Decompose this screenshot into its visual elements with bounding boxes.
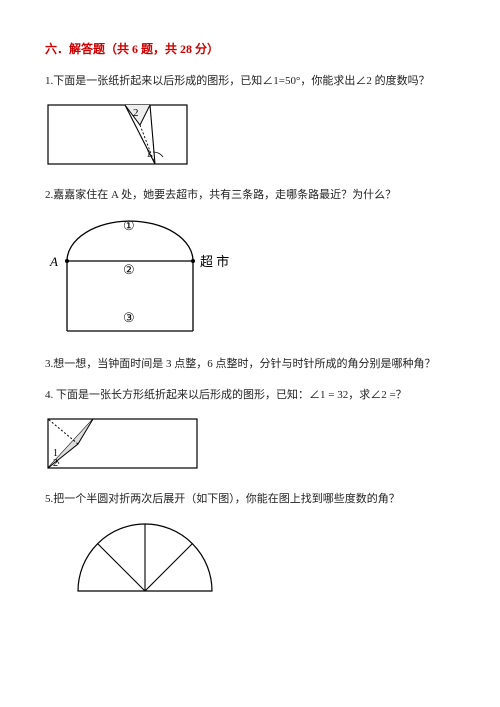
question-5: 5.把一个半圆对折两次后展开（如下图），你能在图上找到哪些度数的角？ <box>45 489 455 510</box>
section-title: 六．解答题（共 6 题，共 28 分） <box>45 40 455 57</box>
figure-2: A 超 市 ① ② ③ <box>45 216 455 336</box>
fig4-label-2: 2 <box>53 458 58 469</box>
figure-1: 2 1 <box>45 102 455 167</box>
fig1-label-1: 1 <box>146 148 152 160</box>
fig2-label-1: ① <box>123 218 135 233</box>
question-2: 2.嘉嘉家住在 A 处，她要去超市，共有三条路，走哪条路最近？为什么？ <box>45 185 455 206</box>
question-3: 3.想一想，当钟面时间是 3 点整，6 点整时，分针与时针所成的角分别是哪种角？ <box>45 354 455 375</box>
fig1-label-2: 2 <box>133 107 139 119</box>
fig2-label-3: ③ <box>123 310 135 325</box>
fig2-label-a: A <box>49 254 58 269</box>
figure-5 <box>70 519 455 597</box>
question-4: 4. 下面是一张长方形纸折起来以后形成的图形，已知：∠1 = 32，求∠2 =？ <box>45 385 455 406</box>
question-1: 1.下面是一张纸折起来以后形成的图形，已知∠1=50°，你能求出∠2 的度数吗？ <box>45 71 455 92</box>
figure-4: 1 2 <box>45 416 455 471</box>
fig2-label-2: ② <box>123 262 135 277</box>
fig2-label-market: 超 市 <box>200 254 229 269</box>
